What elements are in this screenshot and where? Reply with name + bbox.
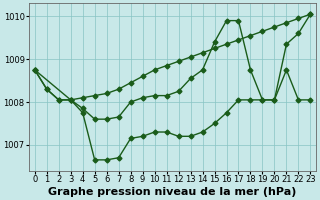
X-axis label: Graphe pression niveau de la mer (hPa): Graphe pression niveau de la mer (hPa) xyxy=(48,187,297,197)
